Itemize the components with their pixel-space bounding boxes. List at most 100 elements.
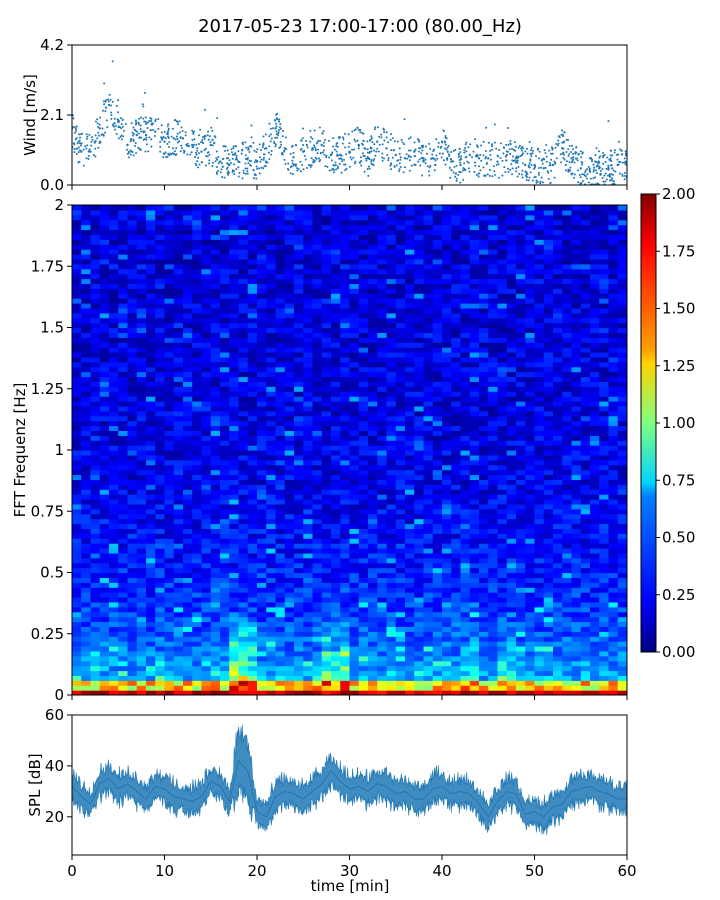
spectrogram-cell (349, 405, 360, 412)
spectrogram-cell (229, 249, 240, 255)
spectrogram-cell (118, 454, 129, 461)
spectrogram-cell (81, 528, 92, 534)
spectrogram-cell (331, 503, 341, 510)
spectrogram-cell (220, 322, 230, 329)
spectrogram-cell (90, 239, 101, 245)
wind-point (489, 158, 492, 161)
wind-point (579, 176, 582, 179)
spectrogram-cell (72, 621, 82, 627)
spectrogram-cell (229, 636, 240, 642)
spectrogram-cell (321, 543, 332, 549)
spectrogram-cell (155, 641, 166, 647)
spectrogram-cell (266, 680, 277, 686)
spectrogram-cell (210, 410, 221, 417)
spectrogram-cell (321, 420, 332, 427)
wind-point (250, 159, 253, 162)
spectrogram-cell (109, 405, 119, 412)
spectrogram-cell (312, 611, 323, 618)
spectrogram-cell (146, 229, 156, 235)
spectrogram-cell (90, 224, 101, 231)
spectrogram-cell (192, 533, 203, 539)
spectrogram-cell (109, 273, 119, 280)
spectrogram-cell (99, 268, 110, 275)
wind-point (227, 173, 230, 176)
spectrogram-cell (275, 518, 286, 525)
spectrogram-cell (229, 533, 240, 539)
spectrogram-cell (368, 459, 378, 466)
spectrogram-cell (386, 258, 397, 265)
wind-point (497, 163, 500, 166)
spectrogram-cell (257, 405, 267, 412)
spectrogram-cell (257, 263, 267, 270)
wind-point (246, 170, 249, 173)
wind-point (222, 145, 225, 148)
wind-point (572, 156, 575, 159)
spectrogram-cell (257, 552, 267, 559)
spectrogram-cell (201, 396, 212, 402)
wind-point (594, 154, 597, 157)
wind-point (174, 138, 177, 141)
spectrogram-cell (118, 288, 129, 294)
wind-point (452, 171, 455, 174)
spectrogram-cell (275, 303, 286, 309)
spectrogram-cell (183, 337, 193, 343)
spectrogram-cell (183, 209, 193, 216)
spectrogram-cell (247, 548, 258, 554)
wind-point (548, 164, 551, 167)
spectrogram-cell (386, 690, 397, 695)
wind-point (78, 149, 81, 152)
spectrogram-cell (358, 567, 369, 574)
spectrogram-cell (155, 445, 166, 451)
spectrogram-cell (164, 454, 175, 461)
wind-point (336, 165, 339, 168)
wind-point (226, 162, 229, 165)
spectrogram-cell (136, 621, 147, 627)
spectrogram-cell (127, 464, 138, 471)
wind-point (428, 142, 431, 145)
spectrogram-cell (340, 518, 351, 525)
wind-point (200, 141, 203, 144)
spectrogram-cell (247, 567, 258, 574)
spectrogram-cell (136, 631, 147, 637)
wind-point (306, 146, 309, 149)
spectrogram-cell (109, 587, 119, 593)
spectrogram-cell (358, 445, 369, 451)
spectrogram-cell (303, 347, 314, 353)
spectrogram-cells (72, 205, 627, 695)
wind-point (487, 141, 490, 144)
spectrogram-cell (146, 597, 156, 603)
spectrogram-cell (118, 533, 129, 539)
spectrogram-cell (146, 244, 156, 250)
spectrogram-cell (331, 592, 341, 598)
spectrogram-cell (90, 518, 101, 525)
wind-point (503, 166, 506, 169)
spectrogram-cell (238, 435, 249, 441)
spectrogram-cell (312, 415, 323, 422)
wind-point (401, 141, 404, 144)
spectrogram-cell (340, 445, 351, 451)
spectrogram-cell (275, 278, 286, 284)
wind-point (157, 118, 160, 121)
spectrogram-cell (146, 587, 156, 593)
wind-point (238, 161, 241, 164)
spectrogram-cell (173, 376, 184, 382)
spectrogram-cell (303, 317, 314, 324)
spectrogram-cell (127, 592, 138, 598)
wind-point (98, 127, 101, 130)
spectrogram-cell (358, 552, 369, 559)
spectrogram-cell (118, 631, 129, 637)
spectrogram-cell (109, 420, 119, 427)
spectrogram-cell (146, 396, 156, 402)
spectrogram-cell (201, 244, 212, 250)
spectrogram-cell (377, 391, 388, 397)
spectrogram-cell (368, 337, 378, 343)
spectrogram-cell (183, 650, 193, 657)
spectrogram-cell (109, 205, 119, 211)
wind-point (421, 149, 424, 152)
spectrogram-cell (358, 680, 369, 686)
spectrogram-cell (127, 249, 138, 255)
spectrogram-cell (173, 293, 184, 299)
wind-point (421, 174, 424, 177)
spectrogram-cell (358, 577, 369, 583)
spectrogram-cell (368, 258, 378, 265)
